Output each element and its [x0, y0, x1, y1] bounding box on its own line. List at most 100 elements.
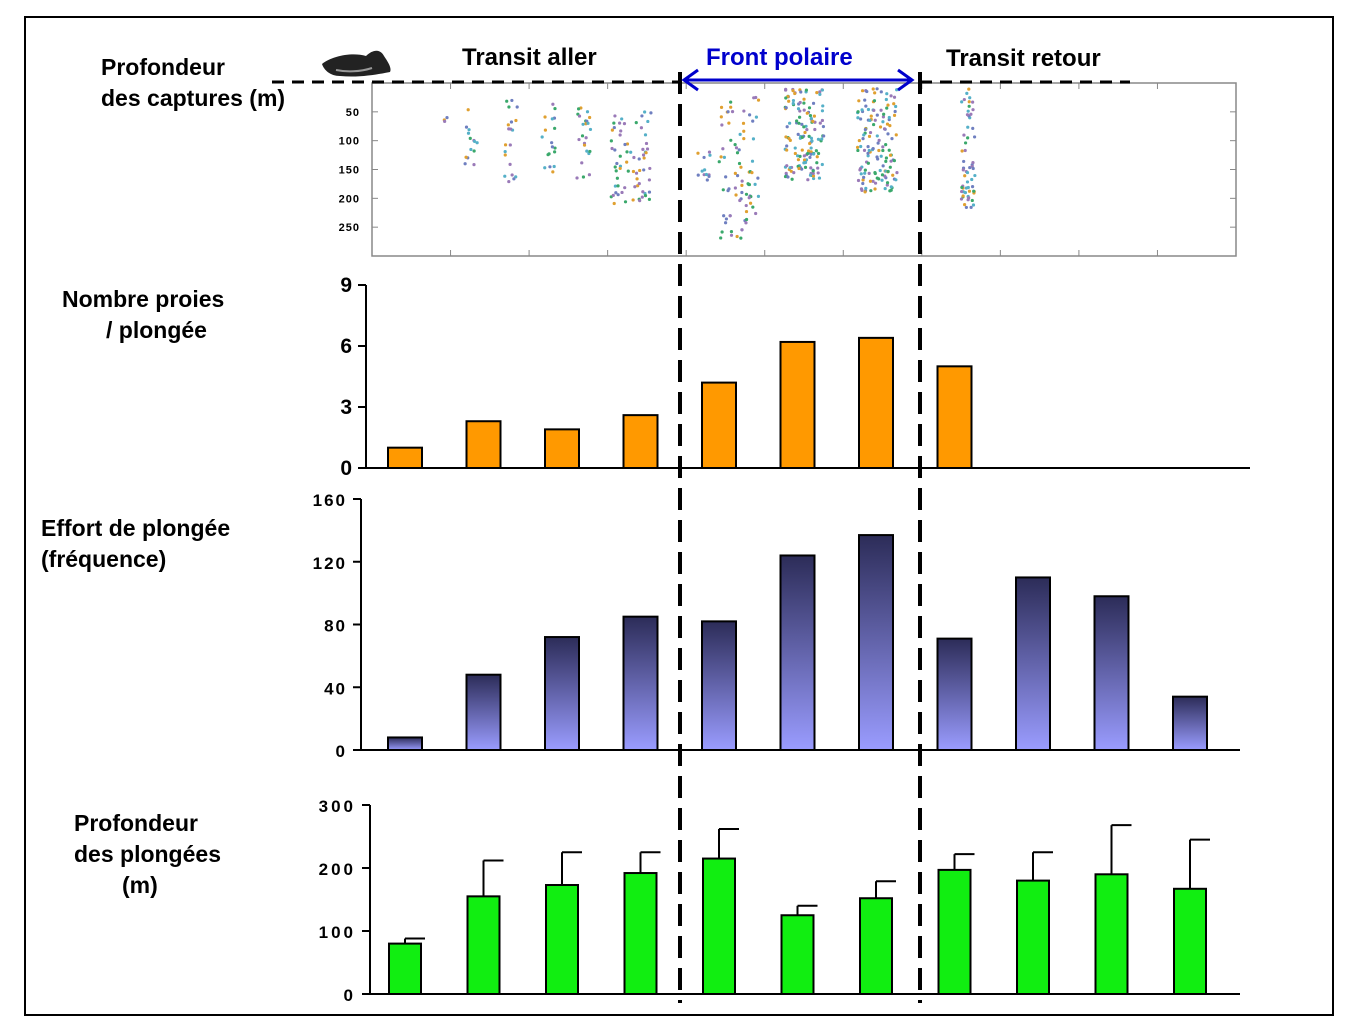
capture-point: [505, 99, 509, 103]
capture-point: [820, 118, 825, 123]
capture-point: [750, 159, 755, 163]
capture-point: [641, 153, 646, 157]
capture-point: [696, 151, 700, 155]
depth-bar: [937, 868, 972, 996]
effort-bar: [1093, 595, 1130, 752]
depth-label-line1: Profondeur: [74, 810, 198, 836]
effort-y-tick-label: 80: [324, 617, 347, 636]
capture-point: [791, 89, 795, 93]
capture-point: [859, 117, 863, 121]
capture-point: [507, 105, 511, 109]
capture-point: [785, 144, 789, 148]
capture-point: [734, 193, 738, 197]
capture-point: [816, 171, 820, 175]
capture-point: [464, 155, 468, 159]
capture-point: [811, 176, 816, 181]
preys-bar: [936, 365, 973, 470]
capture-point: [575, 176, 579, 180]
capture-point: [612, 121, 616, 125]
capture-point: [803, 160, 808, 165]
capture-point: [883, 174, 887, 178]
capture-point: [816, 166, 820, 170]
capture-point: [802, 158, 807, 162]
capture-point: [889, 185, 893, 189]
capture-point: [888, 165, 892, 169]
capture-point: [873, 187, 877, 191]
capture-point: [966, 109, 970, 113]
capture-point: [700, 169, 704, 173]
capture-point: [814, 149, 818, 153]
capture-point: [613, 165, 617, 169]
capture-point: [611, 193, 615, 197]
capture-point: [877, 138, 881, 142]
capture-point: [645, 147, 650, 151]
depth-bar: [780, 914, 815, 995]
effort-y-tick-label: 120: [313, 554, 347, 573]
capture-point: [724, 217, 729, 221]
capture-point: [632, 155, 636, 160]
capture-point: [809, 116, 813, 121]
effort-bar: [544, 636, 580, 751]
capture-point: [744, 217, 749, 222]
capture-point: [719, 115, 723, 119]
capture-point: [891, 173, 895, 177]
depth-bar: [623, 872, 658, 995]
capture-point: [618, 121, 622, 125]
capture-point: [893, 109, 897, 114]
capture-point: [862, 133, 866, 137]
capture-point: [623, 200, 628, 204]
capture-point: [799, 90, 803, 94]
capture-point: [967, 87, 971, 91]
capture-point: [637, 181, 641, 186]
capture-point: [869, 114, 873, 118]
capture-point: [880, 173, 885, 177]
capture-point: [796, 107, 801, 111]
capture-point: [741, 121, 746, 125]
capture-point: [873, 91, 877, 95]
capture-point: [793, 151, 797, 156]
capture-point: [728, 214, 732, 218]
capture-point: [856, 148, 860, 153]
seal-icon: [322, 50, 391, 77]
capture-point: [619, 129, 623, 133]
effort-bar: [779, 554, 816, 751]
capture-point: [634, 171, 639, 175]
capture-point: [508, 143, 512, 147]
capture-point: [510, 173, 514, 177]
capture-point: [787, 136, 791, 141]
capture-point: [861, 181, 865, 186]
capture-point: [809, 152, 813, 156]
capture-point: [962, 159, 966, 164]
capture-point: [793, 91, 797, 96]
capture-point: [503, 143, 508, 147]
capture-point: [744, 203, 748, 208]
capture-point: [815, 155, 819, 159]
capture-point: [798, 115, 802, 119]
capture-point: [967, 100, 971, 104]
capture-point: [625, 150, 629, 154]
capture-point: [640, 195, 644, 199]
capture-point: [866, 144, 870, 149]
capture-point: [967, 104, 971, 108]
capture-point: [631, 198, 635, 202]
capture-point: [581, 122, 585, 126]
capture-point: [588, 115, 592, 120]
capture-point: [735, 234, 739, 239]
capture-point: [812, 114, 816, 118]
effort-bar: [387, 736, 423, 752]
capture-point: [863, 168, 867, 172]
capture-point: [967, 196, 971, 200]
capture-point: [822, 134, 826, 138]
capture-point: [739, 165, 743, 169]
capture-point: [962, 133, 966, 137]
capture-point: [878, 125, 883, 129]
effort-bar: [1172, 695, 1208, 751]
capture-point: [742, 137, 746, 141]
capture-point: [707, 174, 711, 178]
capture-point: [883, 186, 887, 191]
capture-point: [615, 161, 619, 166]
effort-label: Effort de plongée (fréquence): [41, 513, 230, 575]
capture-point: [576, 107, 581, 111]
capture-point: [879, 154, 883, 158]
capture-point: [875, 113, 879, 117]
